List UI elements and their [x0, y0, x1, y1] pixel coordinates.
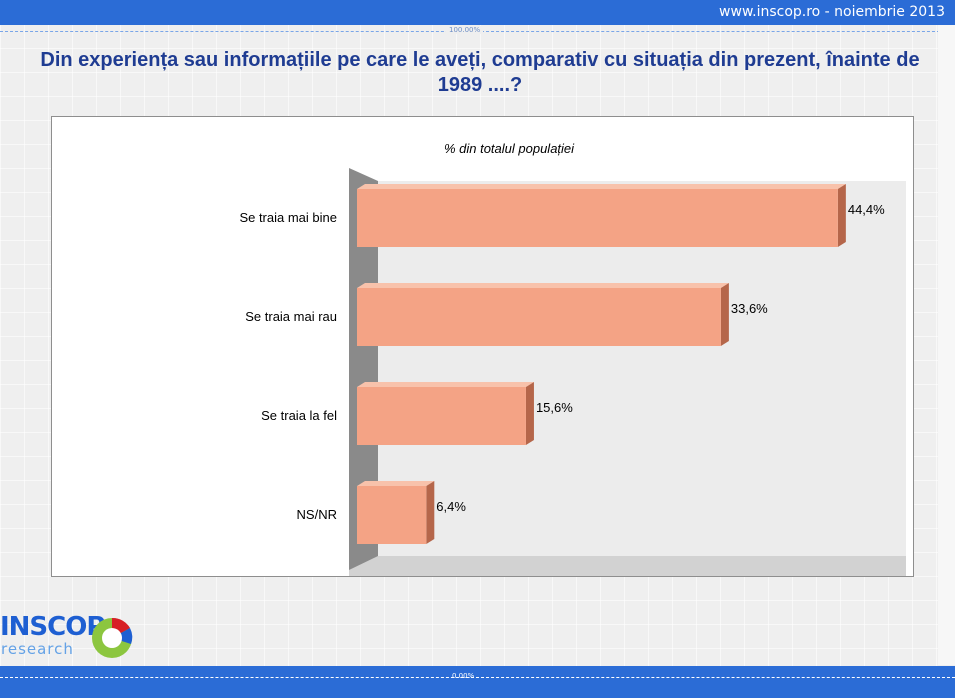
logo-sub-text: research	[1, 640, 74, 658]
chart-bars: Se traia mai bine 44,4% Se traia mai rau 33…	[239, 184, 885, 544]
bar	[357, 288, 721, 346]
site-date-label: www.inscop.ro - noiembrie 2013	[719, 4, 945, 20]
bar	[357, 189, 838, 247]
question-title: Din experiența sau informațiile pe care …	[40, 49, 920, 96]
right-margin-strip	[938, 25, 955, 665]
chart-3d-walls	[349, 168, 906, 576]
footer-band: 0.00%	[0, 666, 955, 698]
chart-side-wall	[349, 168, 378, 570]
inscop-logo: INSCOP research	[0, 606, 140, 666]
bar-top	[357, 481, 435, 486]
bar	[357, 486, 427, 544]
bar-side	[837, 184, 846, 247]
category-label: Se traia la fel	[261, 408, 337, 423]
bar-side	[525, 382, 534, 445]
bar-top	[357, 283, 729, 288]
value-label: 44,4%	[848, 202, 885, 217]
top-scale-mark: 100.00%	[446, 26, 484, 34]
bar-side	[426, 481, 435, 544]
value-label: 15,6%	[536, 400, 573, 415]
value-label: 6,4%	[436, 499, 466, 514]
category-label: Se traia mai bine	[239, 210, 337, 225]
chart-back-wall	[378, 181, 906, 567]
header-band: www.inscop.ro - noiembrie 2013	[0, 0, 955, 25]
category-label: NS/NR	[297, 507, 337, 522]
category-label: Se traia mai rau	[245, 309, 337, 324]
chart-floor	[349, 556, 906, 576]
value-label: 33,6%	[731, 301, 768, 316]
logo-brand-text: INSCOP	[0, 612, 105, 642]
logo-pie-icon	[92, 617, 133, 658]
bar	[357, 387, 526, 445]
bar-top	[357, 382, 534, 387]
bar-side	[720, 283, 729, 346]
bottom-scale-mark: 0.00%	[449, 672, 478, 680]
chart-subtitle: % din totalul populației	[444, 141, 575, 156]
bottom-dashed-line	[0, 677, 955, 678]
bar-top	[357, 184, 846, 189]
